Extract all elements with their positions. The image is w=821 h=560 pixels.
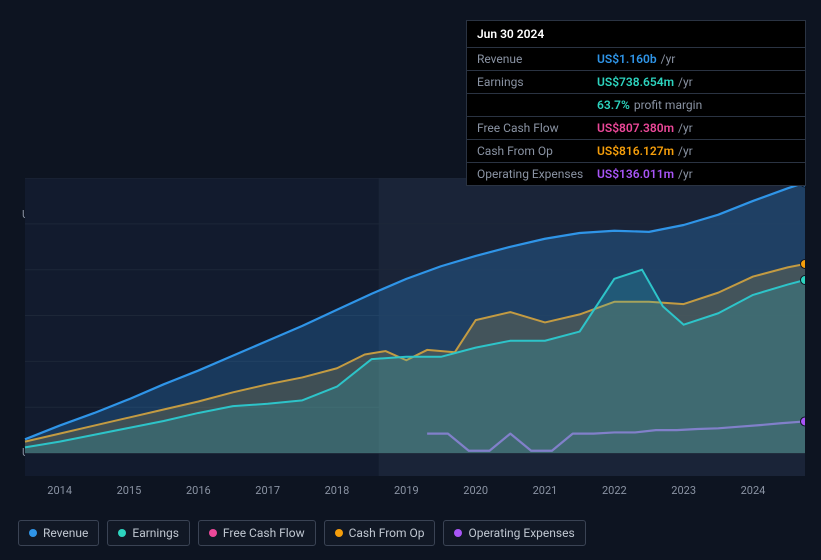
x-axis-tick: 2024 xyxy=(733,484,773,497)
x-axis: 2014 2015 2016 2017 2018 2019 2020 2021 2022 2023… xyxy=(18,484,805,500)
x-axis-tick: 2020 xyxy=(456,484,496,497)
x-axis-tick: 2023 xyxy=(664,484,704,497)
legend-dot-icon xyxy=(454,529,462,537)
tooltip-unit: /yr xyxy=(678,144,693,158)
x-axis-tick: 2019 xyxy=(386,484,426,497)
financials-chart[interactable] xyxy=(18,178,805,476)
legend-item[interactable]: Earnings xyxy=(107,520,190,546)
tooltip-row: RevenueUS$1.160b/yr xyxy=(467,48,805,71)
x-axis-tick: 2017 xyxy=(248,484,288,497)
legend-dot-icon xyxy=(118,529,126,537)
tooltip-metric-label: Cash From Op xyxy=(477,144,597,158)
tooltip-metric-value: US$738.654m xyxy=(597,75,674,89)
tooltip-sub-text: profit margin xyxy=(634,98,702,112)
x-axis-tick: 2022 xyxy=(594,484,634,497)
tooltip-metric-value: US$136.011m xyxy=(597,167,674,181)
x-axis-tick: 2016 xyxy=(178,484,218,497)
legend-dot-icon xyxy=(29,529,37,537)
legend-dot-icon xyxy=(335,529,343,537)
x-axis-tick: 2018 xyxy=(317,484,357,497)
tooltip-metric-label: Revenue xyxy=(477,52,597,66)
legend-label: Revenue xyxy=(43,526,88,540)
tooltip-metric-label: Earnings xyxy=(477,75,597,89)
legend-label: Free Cash Flow xyxy=(223,526,305,540)
legend: Revenue Earnings Free Cash Flow Cash From O… xyxy=(18,520,586,546)
tooltip-metric-label: Operating Expenses xyxy=(477,167,597,181)
tooltip-unit: /yr xyxy=(661,52,676,66)
tooltip-row: Operating ExpensesUS$136.011m/yr xyxy=(467,163,805,185)
dashboard: Jun 30 2024 RevenueUS$1.160b/yrEarningsU… xyxy=(0,0,821,560)
tooltip-metric-value: US$1.160b xyxy=(597,52,657,66)
tooltip-subrow: 63.7% profit margin xyxy=(467,94,805,117)
chart-area xyxy=(18,178,805,479)
legend-item[interactable]: Revenue xyxy=(18,520,99,546)
tooltip-unit: /yr xyxy=(678,75,693,89)
legend-label: Operating Expenses xyxy=(468,526,574,540)
legend-label: Cash From Op xyxy=(349,526,425,540)
tooltip-sub-value: 63.7% xyxy=(597,98,630,112)
tooltip-metric-label: Free Cash Flow xyxy=(477,121,597,135)
x-axis-tick: 2021 xyxy=(525,484,565,497)
tooltip-unit: /yr xyxy=(678,167,693,181)
tooltip-date: Jun 30 2024 xyxy=(467,21,805,48)
tooltip-panel: Jun 30 2024 RevenueUS$1.160b/yrEarningsU… xyxy=(466,20,806,186)
tooltip-row: Cash From OpUS$816.127m/yr xyxy=(467,140,805,163)
legend-dot-icon xyxy=(209,529,217,537)
tooltip-metric-value: US$807.380m xyxy=(597,121,674,135)
legend-item[interactable]: Cash From Op xyxy=(324,520,436,546)
tooltip-metric-value: US$816.127m xyxy=(597,144,674,158)
legend-label: Earnings xyxy=(132,526,179,540)
x-axis-tick: 2014 xyxy=(40,484,80,497)
tooltip-row: EarningsUS$738.654m/yr xyxy=(467,71,805,94)
tooltip-unit: /yr xyxy=(678,121,693,135)
legend-item[interactable]: Operating Expenses xyxy=(443,520,585,546)
legend-item[interactable]: Free Cash Flow xyxy=(198,520,316,546)
x-axis-tick: 2015 xyxy=(109,484,149,497)
tooltip-row: Free Cash FlowUS$807.380m/yr xyxy=(467,117,805,140)
